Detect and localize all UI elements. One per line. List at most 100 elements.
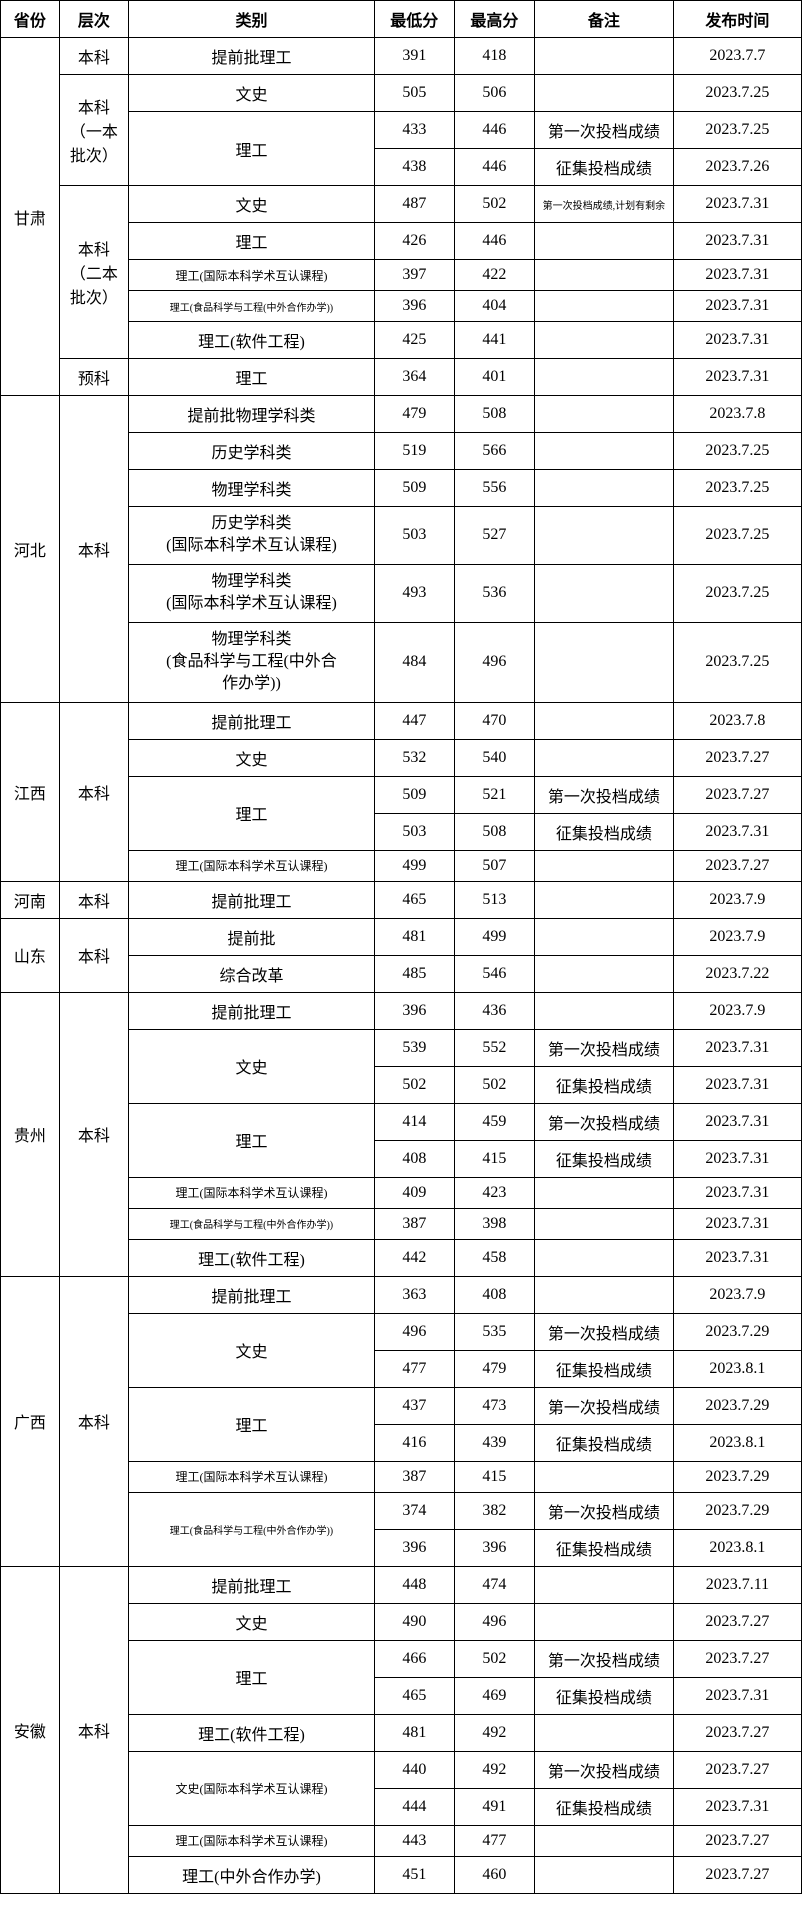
cell-min: 408	[374, 1140, 454, 1177]
cell-min: 509	[374, 470, 454, 507]
cell-max: 502	[454, 1640, 534, 1677]
cell-province: 甘肃	[1, 38, 60, 396]
cell-category: 理工(食品科学与工程(中外合作办学))	[129, 1492, 375, 1566]
cell-level: 本科	[59, 38, 128, 75]
cell-remark	[534, 470, 673, 507]
cell-date: 2023.7.27	[673, 1825, 801, 1856]
cell-remark	[534, 881, 673, 918]
cell-date: 2023.7.31	[673, 1677, 801, 1714]
cell-date: 2023.7.25	[673, 470, 801, 507]
cell-remark	[534, 223, 673, 260]
cell-min: 465	[374, 1677, 454, 1714]
cell-remark	[534, 1566, 673, 1603]
cell-remark: 征集投档成绩	[534, 1424, 673, 1461]
cell-category: 物理学科类 (国际本科学术互认课程)	[129, 564, 375, 622]
cell-category: 提前批理工	[129, 992, 375, 1029]
cell-date: 2023.7.26	[673, 149, 801, 186]
cell-date: 2023.7.31	[673, 223, 801, 260]
cell-min: 433	[374, 112, 454, 149]
cell-max: 507	[454, 850, 534, 881]
cell-category: 提前批理工	[129, 38, 375, 75]
cell-remark: 征集投档成绩	[534, 1788, 673, 1825]
cell-category: 文史	[129, 186, 375, 223]
cell-category: 文史	[129, 75, 375, 112]
table-row: 甘肃本科提前批理工3914182023.7.7	[1, 38, 802, 75]
cell-category: 历史学科类	[129, 433, 375, 470]
cell-min: 397	[374, 260, 454, 291]
cell-max: 508	[454, 813, 534, 850]
cell-max: 404	[454, 291, 534, 322]
cell-remark	[534, 918, 673, 955]
cell-remark: 第一次投档成绩	[534, 112, 673, 149]
cell-min: 487	[374, 186, 454, 223]
cell-date: 2023.7.25	[673, 507, 801, 565]
cell-min: 387	[374, 1461, 454, 1492]
cell-category: 理工	[129, 359, 375, 396]
cell-min: 391	[374, 38, 454, 75]
cell-max: 556	[454, 470, 534, 507]
cell-remark	[534, 260, 673, 291]
cell-date: 2023.7.27	[673, 739, 801, 776]
cell-date: 2023.8.1	[673, 1350, 801, 1387]
table-row: 预科理工3644012023.7.31	[1, 359, 802, 396]
cell-min: 490	[374, 1603, 454, 1640]
cell-category: 理工(食品科学与工程(中外合作办学))	[129, 291, 375, 322]
cell-min: 409	[374, 1177, 454, 1208]
cell-date: 2023.7.25	[673, 564, 801, 622]
table-row: 广西本科提前批理工3634082023.7.9	[1, 1276, 802, 1313]
cell-remark: 第一次投档成绩	[534, 1387, 673, 1424]
admission-scores-table: 省份 层次 类别 最低分 最高分 备注 发布时间 甘肃本科提前批理工391418…	[0, 0, 802, 1894]
cell-remark	[534, 433, 673, 470]
cell-level: 本科 （一本 批次）	[59, 75, 128, 186]
cell-category: 理工	[129, 1640, 375, 1714]
cell-remark	[534, 507, 673, 565]
cell-max: 473	[454, 1387, 534, 1424]
cell-remark	[534, 622, 673, 702]
cell-min: 481	[374, 1714, 454, 1751]
cell-min: 443	[374, 1825, 454, 1856]
cell-max: 446	[454, 223, 534, 260]
cell-remark: 征集投档成绩	[534, 1350, 673, 1387]
cell-date: 2023.7.9	[673, 1276, 801, 1313]
cell-remark	[534, 75, 673, 112]
cell-min: 479	[374, 396, 454, 433]
cell-max: 469	[454, 1677, 534, 1714]
cell-min: 396	[374, 1529, 454, 1566]
cell-date: 2023.7.9	[673, 918, 801, 955]
cell-max: 506	[454, 75, 534, 112]
cell-max: 502	[454, 186, 534, 223]
cell-remark	[534, 1239, 673, 1276]
cell-max: 439	[454, 1424, 534, 1461]
header-date: 发布时间	[673, 1, 801, 38]
cell-remark: 第一次投档成绩	[534, 1640, 673, 1677]
cell-min: 499	[374, 850, 454, 881]
cell-province: 河北	[1, 396, 60, 703]
cell-level: 本科	[59, 702, 128, 881]
cell-date: 2023.7.25	[673, 433, 801, 470]
cell-min: 466	[374, 1640, 454, 1677]
cell-province: 山东	[1, 918, 60, 992]
cell-max: 398	[454, 1208, 534, 1239]
cell-min: 451	[374, 1856, 454, 1893]
cell-min: 416	[374, 1424, 454, 1461]
cell-min: 426	[374, 223, 454, 260]
cell-remark: 征集投档成绩	[534, 813, 673, 850]
header-province: 省份	[1, 1, 60, 38]
cell-date: 2023.7.27	[673, 1714, 801, 1751]
header-max: 最高分	[454, 1, 534, 38]
cell-min: 485	[374, 955, 454, 992]
cell-min: 503	[374, 813, 454, 850]
cell-max: 536	[454, 564, 534, 622]
cell-max: 552	[454, 1029, 534, 1066]
cell-category: 理工(国际本科学术互认课程)	[129, 260, 375, 291]
cell-min: 364	[374, 359, 454, 396]
cell-max: 566	[454, 433, 534, 470]
cell-category: 理工(软件工程)	[129, 1714, 375, 1751]
cell-category: 理工	[129, 223, 375, 260]
cell-min: 448	[374, 1566, 454, 1603]
cell-category: 理工(国际本科学术互认课程)	[129, 1461, 375, 1492]
cell-min: 539	[374, 1029, 454, 1066]
cell-date: 2023.7.27	[673, 1640, 801, 1677]
cell-remark	[534, 850, 673, 881]
cell-max: 446	[454, 112, 534, 149]
